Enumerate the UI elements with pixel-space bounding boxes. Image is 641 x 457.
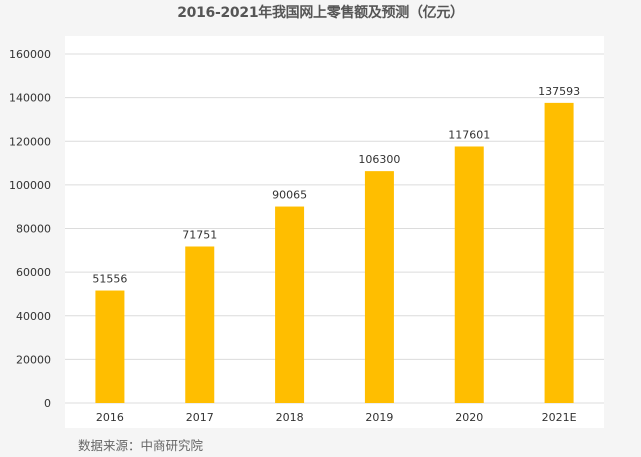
bar	[275, 206, 305, 403]
y-tick-label: 120000	[9, 135, 51, 148]
x-tick-label: 2019	[365, 411, 393, 424]
bar	[544, 102, 574, 403]
plot-area	[65, 36, 604, 428]
source-note: 数据来源：中商研究院	[78, 438, 204, 453]
data-label: 137593	[538, 85, 580, 98]
bar	[185, 246, 215, 403]
data-label: 71751	[182, 228, 217, 241]
x-tick-label: 2016	[96, 411, 124, 424]
bar	[364, 171, 394, 403]
y-tick-label: 100000	[9, 179, 51, 192]
y-tick-label: 160000	[9, 48, 51, 61]
data-label: 90065	[272, 189, 307, 202]
x-tick-label: 2018	[276, 411, 304, 424]
bar	[95, 290, 125, 403]
y-tick-label: 40000	[16, 310, 51, 323]
bar	[454, 146, 484, 403]
y-tick-label: 20000	[16, 353, 51, 366]
x-tick-label: 2017	[186, 411, 214, 424]
data-label: 117601	[448, 128, 490, 141]
data-label: 51556	[92, 273, 127, 286]
y-tick-label: 80000	[16, 223, 51, 236]
chart-title: 2016-2021年我国网上零售额及预测（亿元）	[177, 5, 464, 21]
y-tick-label: 60000	[16, 266, 51, 279]
x-tick-label: 2020	[455, 411, 483, 424]
y-tick-label: 140000	[9, 92, 51, 105]
y-tick-label: 0	[44, 397, 51, 410]
data-label: 106300	[358, 153, 400, 166]
x-tick-label: 2021E	[542, 411, 577, 424]
